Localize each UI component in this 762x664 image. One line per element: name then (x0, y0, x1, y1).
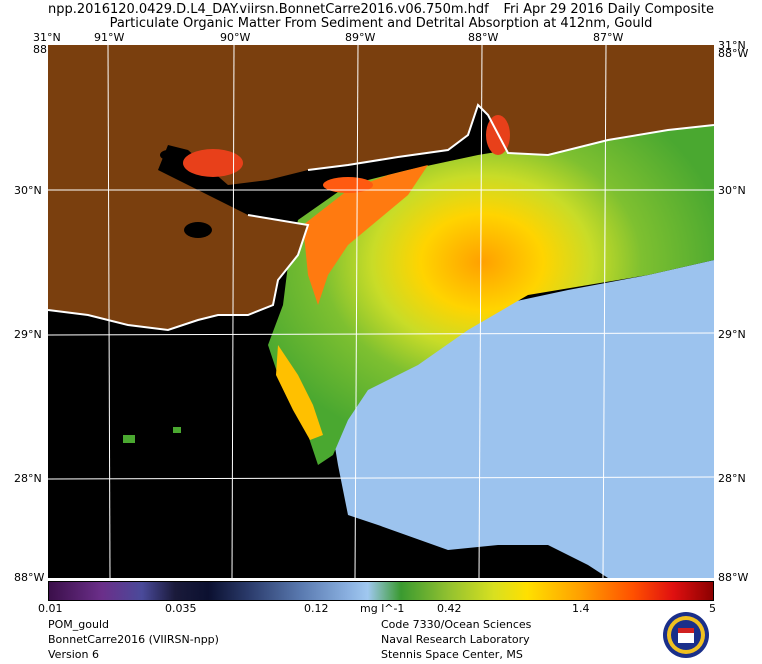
colorbar-tick-0: 0.01 (38, 602, 63, 615)
lat-label-30n-right: 30°N (718, 184, 746, 197)
footer-version: Version 6 (48, 648, 99, 661)
footer-lab: Naval Research Laboratory (381, 633, 530, 646)
coastline (48, 103, 714, 332)
land (48, 45, 714, 330)
footer-product: POM_gould (48, 618, 110, 631)
lon-label-88w: 88°W (468, 31, 499, 44)
lon-label-89w: 89°W (345, 31, 376, 44)
corner-label-top-right-lon: 88°W (718, 47, 749, 60)
lat-label-28n-left: 28°N (14, 472, 42, 485)
footer-code: Code 7330/Ocean Sciences (381, 618, 532, 631)
graticule (48, 45, 714, 578)
nrl-seal-logo (663, 612, 709, 658)
colorbar-tick-4: 1.4 (572, 602, 590, 615)
corner-label-top-left: 31°N (33, 31, 61, 44)
lon-label-90w: 90°W (220, 31, 251, 44)
corner-label-bottom-right: 88°W (718, 571, 749, 584)
corner-label-top-right: 31°N (718, 39, 746, 52)
offshore-water (328, 260, 714, 578)
colorbar-tick-1: 0.035 (165, 602, 197, 615)
corner-label-bottom-left: 88°W (14, 571, 45, 584)
composite-date: Fri Apr 29 2016 Daily Composite (503, 2, 714, 17)
product-filename: npp.2016120.0429.D.L4_DAY.viirsn.BonnetC… (48, 2, 489, 17)
product-title: Particulate Organic Matter From Sediment… (109, 16, 653, 31)
colorbar-tick-3: 0.42 (437, 602, 462, 615)
colorbar-tick-5: 5 (709, 602, 716, 615)
lat-label-29n-right: 29°N (718, 328, 746, 341)
lat-label-29n-left: 29°N (14, 328, 42, 341)
colorbar-units: mg l^-1 (360, 602, 405, 615)
nearshore-high (303, 165, 428, 305)
lon-label-91w: 91°W (94, 31, 125, 44)
satellite-map (48, 45, 714, 578)
lon-label-87w: 87°W (593, 31, 624, 44)
footer-location: Stennis Space Center, MS (381, 648, 523, 661)
map-graphic (48, 45, 714, 578)
lake-pontchartrain (183, 149, 243, 177)
colorbar (48, 581, 714, 601)
footer-region: BonnetCarre2016 (VIIRSN-npp) (48, 633, 219, 646)
lat-label-28n-right: 28°N (718, 472, 746, 485)
colorbar-tick-2: 0.12 (304, 602, 329, 615)
lat-label-30n-left: 30°N (14, 184, 42, 197)
